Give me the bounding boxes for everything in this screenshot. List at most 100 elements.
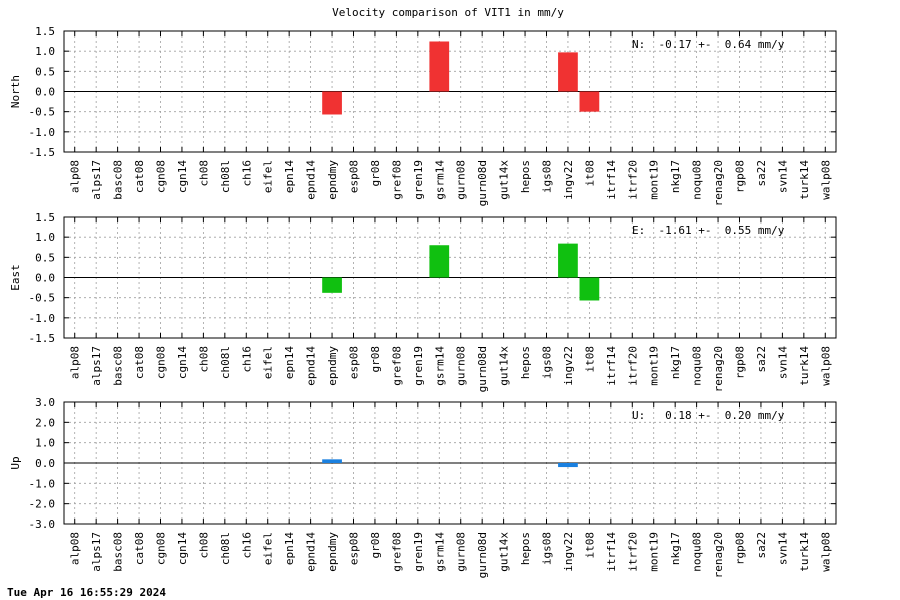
- xtick-label: cgn08: [155, 160, 168, 193]
- bar-epndmy: [322, 91, 342, 115]
- xtick-label: alps17: [90, 532, 103, 572]
- xtick-label: svn14: [776, 160, 789, 193]
- xtick-label: rgp08: [734, 160, 747, 193]
- xtick-label: cat08: [133, 160, 146, 193]
- xtick-label: alps17: [90, 346, 103, 386]
- xtick-label: gr08: [369, 160, 382, 187]
- xtick-label: sa22: [755, 346, 768, 373]
- xtick-label: cgn14: [176, 346, 189, 379]
- xtick-label: ch16: [240, 160, 253, 187]
- xtick-label: esp08: [348, 160, 361, 193]
- bar-epndmy: [322, 277, 342, 293]
- xtick-label: gurn08: [455, 532, 468, 572]
- xtick-label: gut14x: [498, 160, 511, 200]
- bar-gsrm14: [429, 245, 450, 278]
- ytick-label: -1.5: [29, 146, 56, 159]
- xtick-label: alp08: [69, 532, 82, 565]
- xtick-label: igs08: [541, 346, 554, 379]
- xtick-label: cgn14: [176, 532, 189, 565]
- ytick-label: 0.5: [35, 251, 55, 264]
- xtick-label: gurn08d: [476, 532, 489, 578]
- ytick-label: 1.5: [35, 211, 55, 224]
- xtick-label: mont19: [648, 346, 661, 386]
- xtick-label: epn14: [283, 346, 296, 379]
- xtick-label: hepos: [519, 346, 532, 379]
- xtick-label: it08: [583, 532, 596, 559]
- xtick-label: ch08l: [219, 160, 232, 193]
- bar-it08: [579, 91, 600, 112]
- bar-gsrm14: [429, 41, 450, 92]
- xtick-label: epnd14: [305, 532, 318, 572]
- stats-annotation: E: -1.61 +- 0.55 mm/y: [632, 224, 785, 237]
- xtick-label: it08: [583, 160, 596, 187]
- xtick-label: alp08: [69, 346, 82, 379]
- ytick-label: -1.0: [29, 477, 56, 490]
- xtick-label: turk14: [798, 160, 811, 200]
- xtick-label: ch16: [240, 532, 253, 559]
- xtick-label: eifel: [262, 160, 275, 193]
- xtick-label: epndmy: [326, 532, 339, 572]
- xtick-label: svn14: [776, 532, 789, 565]
- ytick-label: 1.5: [35, 25, 55, 38]
- xtick-label: epn14: [283, 532, 296, 565]
- ytick-label: 0.0: [35, 457, 55, 470]
- bar-ingv22: [558, 463, 578, 468]
- xtick-label: gurn08: [455, 346, 468, 386]
- timestamp: Tue Apr 16 16:55:29 2024: [7, 586, 166, 599]
- xtick-label: gut14x: [498, 532, 511, 572]
- xtick-label: hepos: [519, 532, 532, 565]
- bar-it08: [579, 277, 600, 301]
- ytick-label: -1.0: [29, 126, 56, 139]
- ytick-label: 0.0: [35, 272, 55, 285]
- xtick-label: nkg17: [669, 346, 682, 379]
- ytick-label: 1.0: [35, 437, 55, 450]
- ytick-label: 1.0: [35, 231, 55, 244]
- xtick-label: cat08: [133, 532, 146, 565]
- xtick-label: mont19: [648, 160, 661, 200]
- xtick-label: itrf20: [626, 346, 639, 386]
- panel-north: 1.5 1.0 0.5 0.0 -0.5 -1.0 -1.5 alp08 alps17 basc0…: [9, 25, 837, 206]
- y-axis-label: North: [9, 75, 22, 108]
- xtick-label: walp08: [819, 160, 832, 200]
- xtick-label: igs08: [541, 532, 554, 565]
- xtick-label: svn14: [776, 346, 789, 379]
- xtick-label: nkg17: [669, 532, 682, 565]
- chart-title: Velocity comparison of VIT1 in mm/y: [332, 6, 564, 19]
- xtick-label: hepos: [519, 160, 532, 193]
- xtick-label: gren19: [412, 346, 425, 386]
- xtick-label: itrf14: [605, 532, 618, 572]
- xtick-label: ingv22: [562, 160, 575, 200]
- xtick-label: basc08: [112, 160, 125, 200]
- xtick-label: sa22: [755, 532, 768, 559]
- ytick-label: -1.0: [29, 312, 56, 325]
- ytick-label: -3.0: [29, 518, 56, 531]
- ytick-label: -2.0: [29, 498, 56, 511]
- ytick-label: 2.0: [35, 416, 55, 429]
- xtick-label: nkg17: [669, 160, 682, 193]
- xtick-label: itrf20: [626, 160, 639, 200]
- xtick-label: ch08: [197, 346, 210, 373]
- xtick-label: gut14x: [498, 346, 511, 386]
- xtick-label: gref08: [390, 160, 403, 200]
- xtick-label: alp08: [69, 160, 82, 193]
- xtick-label: ch08l: [219, 346, 232, 379]
- xtick-label: rgp08: [734, 346, 747, 379]
- xtick-label: cgn08: [155, 532, 168, 565]
- xtick-label: esp08: [348, 346, 361, 379]
- panel-up: 3.0 2.0 1.0 0.0 -1.0 -2.0 -3.0 alp08 alps17 basc0…: [9, 396, 837, 578]
- xtick-label: renag20: [712, 346, 725, 392]
- xtick-label: walp08: [819, 346, 832, 386]
- xtick-label: itrf20: [626, 532, 639, 572]
- xtick-label: esp08: [348, 532, 361, 565]
- xtick-label: cgn08: [155, 346, 168, 379]
- ytick-label: -0.5: [29, 106, 56, 119]
- xtick-label: turk14: [798, 346, 811, 386]
- xtick-label: gref08: [390, 346, 403, 386]
- stats-annotation: N: -0.17 +- 0.64 mm/y: [632, 38, 785, 51]
- ytick-label: 3.0: [35, 396, 55, 409]
- xtick-label: gurn08d: [476, 346, 489, 392]
- xtick-label: it08: [583, 346, 596, 373]
- xtick-label: basc08: [112, 532, 125, 572]
- xtick-label: gsrm14: [433, 532, 446, 572]
